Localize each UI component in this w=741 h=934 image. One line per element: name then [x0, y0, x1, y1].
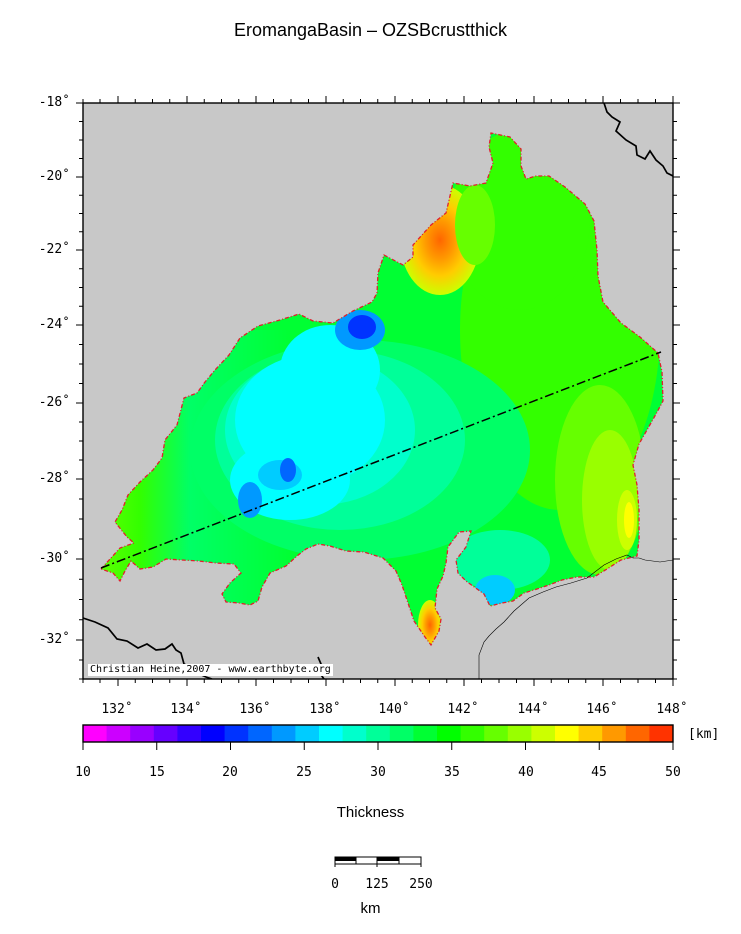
colorbar-swatch	[460, 725, 485, 742]
lat-label-30: -30˚	[38, 551, 70, 566]
scalebar-label-250: 250	[409, 877, 433, 892]
colorbar-ticks	[82, 742, 674, 750]
colorbar-swatch	[625, 725, 650, 742]
colorbar-swatch	[555, 725, 580, 742]
colorbar-swatch	[224, 725, 249, 742]
colorbar-swatch	[437, 725, 462, 742]
scalebar-label-0: 0	[331, 877, 339, 892]
colorbar-swatch	[295, 725, 320, 742]
colorbar-swatch	[177, 725, 202, 742]
colorbar-label-15: 15	[149, 765, 165, 780]
colorbar-label-40: 40	[518, 765, 534, 780]
colorbar-unit: [km]	[688, 727, 720, 742]
colorbar-swatch	[319, 725, 344, 742]
lat-label-26: -26˚	[38, 395, 70, 410]
colorbar-swatch	[602, 725, 627, 742]
colorbar-swatch	[531, 725, 556, 742]
credit-text: Christian Heine,2007 - www.earthbyte.org	[88, 664, 333, 676]
scale-bar	[334, 856, 422, 867]
lon-label-144: 144˚	[517, 702, 549, 717]
colorbar-swatch	[366, 725, 391, 742]
colorbar-swatch	[248, 725, 273, 742]
map-title: EromangaBasin – OZSBcrustthick	[233, 20, 508, 40]
colorbar-swatch	[484, 725, 509, 742]
lon-label-136: 136˚	[239, 702, 271, 717]
axis-ticks	[76, 96, 680, 686]
lat-label-28: -28˚	[38, 471, 70, 486]
colorbar-swatch	[271, 725, 296, 742]
lon-label-134: 134˚	[170, 702, 202, 717]
colorbar-swatch	[649, 725, 674, 742]
lat-label-32: -32˚	[38, 632, 70, 647]
scalebar-label-125: 125	[365, 877, 389, 892]
colorbar-swatch	[83, 725, 108, 742]
lon-label-140: 140˚	[378, 702, 410, 717]
colorbar-swatch	[201, 725, 226, 742]
colorbar-swatch	[507, 725, 532, 742]
colorbar-swatch	[130, 725, 155, 742]
lon-label-148: 148˚	[656, 702, 688, 717]
colorbar-label-20: 20	[222, 765, 238, 780]
colorbar-swatch	[342, 725, 367, 742]
colorbar-label-45: 45	[591, 765, 607, 780]
colorbar-label-50: 50	[665, 765, 681, 780]
profile-line	[100, 351, 662, 569]
colorbar	[83, 725, 674, 742]
colorbar-swatch	[389, 725, 414, 742]
colorbar-label-35: 35	[444, 765, 460, 780]
lon-label-138: 138˚	[309, 702, 341, 717]
lon-label-142: 142˚	[447, 702, 479, 717]
lat-label-18: -18˚	[38, 95, 70, 110]
colorbar-swatch	[413, 725, 438, 742]
lon-label-146: 146˚	[586, 702, 618, 717]
colorbar-label-10: 10	[75, 765, 91, 780]
colorbar-swatch	[153, 725, 178, 742]
colorbar-label-25: 25	[296, 765, 312, 780]
lon-label-132: 132˚	[101, 702, 133, 717]
lat-label-20: -20˚	[38, 169, 70, 184]
colorbar-swatch	[578, 725, 603, 742]
scalebar-unit: km	[360, 900, 381, 917]
lat-label-22: -22˚	[38, 242, 70, 257]
colorbar-label-30: 30	[370, 765, 386, 780]
lat-label-24: -24˚	[38, 317, 70, 332]
colorbar-swatch	[106, 725, 131, 742]
colorbar-title: Thickness	[336, 804, 405, 821]
